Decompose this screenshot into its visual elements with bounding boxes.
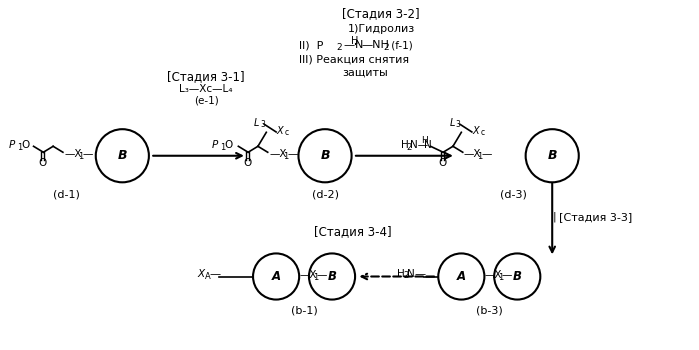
Text: B: B [513,270,521,283]
Text: [Стадия 3-1]: [Стадия 3-1] [167,70,245,84]
Text: A: A [456,270,466,283]
Text: —: — [210,269,221,279]
Text: (d-2): (d-2) [312,189,338,199]
Text: P: P [212,140,218,150]
Text: —X: —X [463,149,481,159]
Text: B: B [117,149,127,162]
Text: L₃—Xc—L₄: L₃—Xc—L₄ [180,84,233,94]
Text: B: B [320,149,330,162]
Text: 2: 2 [336,43,342,52]
Text: —X: —X [484,271,502,280]
Text: —X: —X [269,149,287,159]
Text: 2: 2 [384,43,389,52]
Text: O: O [243,158,252,168]
Text: H: H [401,140,408,150]
Text: H: H [352,36,359,46]
Text: (e-1): (e-1) [194,96,219,106]
Text: |: | [553,212,556,222]
Text: 3: 3 [260,120,265,130]
Text: L: L [449,118,455,127]
Text: L: L [254,118,259,127]
Text: —: — [343,41,354,50]
Text: —: — [502,271,512,280]
Text: H: H [421,136,428,145]
Text: c: c [284,128,289,138]
Text: (f-1): (f-1) [388,41,412,50]
Text: X: X [277,126,283,135]
Text: (d-1): (d-1) [53,189,80,199]
Text: lll) Реакция снятия: lll) Реакция снятия [299,55,410,64]
Text: 1: 1 [477,152,483,161]
Text: 1: 1 [498,273,504,282]
Text: H: H [397,269,405,279]
Text: (d-3): (d-3) [500,189,527,199]
Text: 1: 1 [313,273,319,282]
Text: [Стадия 3-2]: [Стадия 3-2] [342,7,420,21]
Text: (b-3): (b-3) [476,306,503,316]
Text: —: — [82,149,93,159]
Text: —: — [482,149,492,159]
Text: 1)Гидролиз: 1)Гидролиз [347,24,415,34]
Text: —: — [287,149,298,159]
Text: N: N [407,269,415,279]
Text: c: c [480,128,484,138]
Text: ll)  P: ll) P [299,41,324,50]
Text: A: A [205,272,210,281]
Text: 1: 1 [283,152,289,161]
Text: 2: 2 [403,271,409,280]
Ellipse shape [253,253,299,300]
Text: —: — [415,269,426,279]
Ellipse shape [309,253,355,300]
Text: защиты: защиты [343,68,388,77]
Text: [Стадия 3-3]: [Стадия 3-3] [559,212,633,222]
Text: —NH: —NH [361,41,389,50]
Text: A: A [271,270,281,283]
Text: (b-1): (b-1) [291,306,317,316]
Text: 2: 2 [407,143,412,152]
Text: O: O [38,158,47,168]
Text: X: X [473,126,479,135]
Text: O: O [224,140,233,150]
Text: [Стадия 3-4]: [Стадия 3-4] [314,225,392,238]
Ellipse shape [494,253,540,300]
Text: —X: —X [64,149,82,159]
Text: N—: N— [410,140,428,150]
Ellipse shape [438,253,484,300]
Text: O: O [21,140,29,150]
Ellipse shape [298,129,352,182]
Text: —X: —X [299,271,317,280]
Text: 1: 1 [17,143,22,152]
Ellipse shape [526,129,579,182]
Text: O: O [438,158,447,168]
Text: N: N [355,41,363,50]
Text: B: B [547,149,557,162]
Text: 1: 1 [220,143,226,152]
Text: N: N [424,140,432,150]
Text: 3: 3 [456,120,461,130]
Text: 1: 1 [78,152,84,161]
Text: P: P [8,140,15,150]
Text: —: — [317,271,327,280]
Text: X: X [197,269,204,279]
Text: B: B [328,270,336,283]
Ellipse shape [96,129,149,182]
